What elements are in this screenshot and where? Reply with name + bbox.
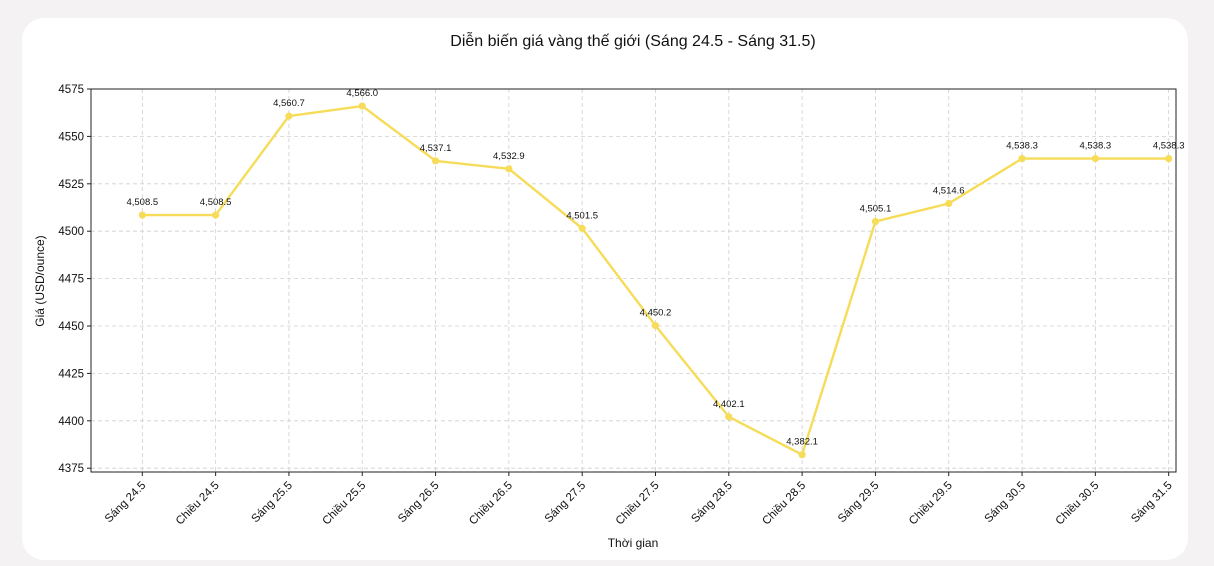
data-point bbox=[285, 112, 293, 120]
data-point bbox=[1165, 154, 1173, 163]
data-point bbox=[431, 157, 440, 165]
data-label: 4,538.3 bbox=[1080, 141, 1112, 152]
x-tick-label: Chiều 26.5 bbox=[467, 480, 515, 528]
y-tick-label: 4500 bbox=[58, 226, 84, 238]
data-label: 4,514.6 bbox=[933, 186, 965, 197]
data-point bbox=[871, 217, 880, 226]
data-point bbox=[212, 211, 220, 219]
data-label: 4,560.7 bbox=[273, 98, 305, 109]
x-tick-label: Chiều 25.5 bbox=[321, 480, 369, 528]
data-point bbox=[798, 451, 806, 459]
data-label: 4,537.1 bbox=[420, 143, 452, 154]
x-tick-label: Sáng 26.5 bbox=[396, 480, 442, 526]
x-tick-label: Chiều 30.5 bbox=[1054, 480, 1102, 528]
data-point bbox=[1018, 154, 1026, 163]
data-label: 4,450.2 bbox=[640, 308, 672, 319]
x-tick-label: Sáng 30.5 bbox=[983, 480, 1029, 526]
x-tick-label: Sáng 25.5 bbox=[249, 480, 295, 526]
gridlines bbox=[91, 88, 1176, 472]
x-axis: Sáng 24.5 Chiều 24.5 Sáng 25.5 Chiều 25.5 Sá… bbox=[103, 472, 1175, 527]
y-axis: 4375 4400 4425 4450 4475 4500 4525 4550 4575 bbox=[58, 84, 91, 475]
data-labels: 4,508.5 4,508.5 4,560.7 4,566.0 4,537.1 4,532… bbox=[126, 88, 1184, 448]
data-label: 4,508.5 bbox=[126, 197, 158, 208]
y-tick-label: 4400 bbox=[58, 416, 84, 428]
x-tick-label: Sáng 27.5 bbox=[543, 480, 589, 526]
y-tick-label: 4525 bbox=[58, 179, 84, 191]
data-label: 4,501.5 bbox=[566, 210, 598, 221]
data-label: 4,505.1 bbox=[860, 204, 892, 215]
chart-card bbox=[22, 18, 1188, 560]
plot-area bbox=[90, 88, 1177, 473]
x-tick-label: Sáng 28.5 bbox=[689, 480, 735, 526]
data-point bbox=[138, 211, 146, 219]
data-label: 4,382.1 bbox=[786, 437, 818, 448]
data-point bbox=[505, 165, 513, 173]
data-point bbox=[358, 102, 366, 110]
data-label: 4,532.9 bbox=[493, 151, 525, 162]
data-point bbox=[1091, 154, 1099, 163]
x-tick-label: Chiều 29.5 bbox=[907, 480, 955, 528]
x-tick-label: Chiều 28.5 bbox=[760, 480, 808, 528]
x-axis-title: Thời gian bbox=[608, 536, 659, 550]
y-tick-label: 4575 bbox=[58, 84, 84, 96]
data-point bbox=[578, 224, 586, 232]
y-tick-label: 4550 bbox=[58, 131, 84, 143]
data-label: 4,508.5 bbox=[200, 197, 232, 208]
y-tick-label: 4450 bbox=[58, 321, 84, 333]
y-tick-label: 4425 bbox=[58, 368, 84, 380]
data-label: 4,402.1 bbox=[713, 399, 745, 410]
x-tick-label: Sáng 31.5 bbox=[1129, 480, 1175, 526]
data-label: 4,538.3 bbox=[1006, 141, 1038, 152]
data-points bbox=[138, 102, 1173, 459]
data-point bbox=[651, 322, 660, 330]
chart-title: Diễn biến giá vàng thế giới (Sáng 24.5 -… bbox=[450, 31, 815, 50]
x-tick-label: Sáng 24.5 bbox=[103, 480, 149, 526]
x-tick-label: Sáng 29.5 bbox=[836, 480, 882, 526]
y-axis-title: Giá (USD/ounce) bbox=[33, 235, 47, 326]
data-label: 4,538.3 bbox=[1153, 141, 1185, 152]
x-tick-label: Chiều 24.5 bbox=[174, 480, 222, 528]
x-tick-label: Chiều 27.5 bbox=[614, 480, 662, 528]
data-point bbox=[945, 199, 953, 208]
data-point bbox=[725, 413, 733, 421]
y-tick-label: 4475 bbox=[58, 274, 84, 286]
y-tick-label: 4375 bbox=[58, 463, 84, 475]
data-label: 4,566.0 bbox=[346, 88, 378, 99]
